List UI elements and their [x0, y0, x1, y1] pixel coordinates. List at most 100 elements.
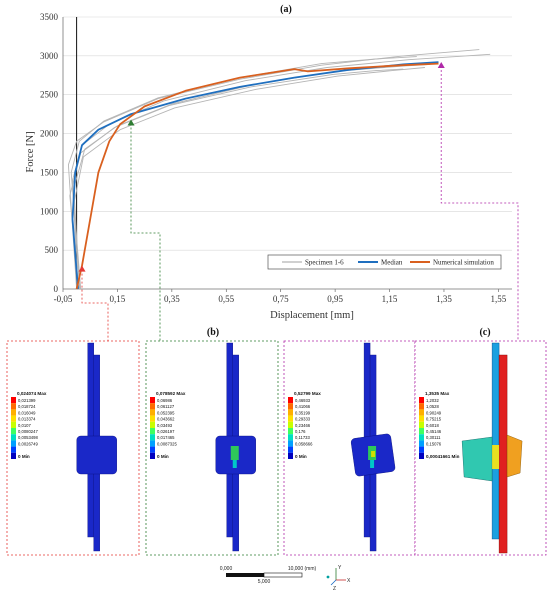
legend-value: 0,013374	[18, 417, 36, 422]
triad-z: Z	[333, 586, 336, 592]
legend-swatch	[419, 452, 424, 459]
legend-value: 0,0087325	[157, 441, 177, 446]
legend-value: 0,026197	[157, 429, 175, 434]
legend-value: 0,058666	[295, 441, 313, 446]
legend-swatch	[11, 446, 16, 453]
legend-value: 0,29333	[295, 417, 311, 422]
rivet-left	[461, 436, 493, 482]
chart-grid	[63, 16, 512, 290]
legend-value: 0,45146	[426, 429, 442, 434]
legend-swatch	[419, 440, 424, 447]
legend-label-simulation: Numerical simulation	[433, 259, 494, 267]
y-tick-label: 2000	[40, 129, 59, 139]
legend-swatch	[288, 446, 293, 453]
chart-series	[67, 49, 491, 290]
y-tick-label: 2500	[40, 90, 59, 100]
legend-value: 1,0528	[426, 404, 439, 409]
legend-value: 0,15076	[426, 441, 442, 446]
legend-value: 0,018724	[18, 404, 36, 409]
fem-panel-2: 0,52799 Max0,469330,410660,351990,293330…	[283, 340, 416, 556]
legend-swatch	[419, 397, 424, 404]
legend-swatch	[288, 397, 293, 404]
sheet-lower	[498, 354, 508, 554]
legend-swatch	[419, 403, 424, 410]
x-tick-label: 1,15	[382, 294, 398, 304]
stress-zone	[230, 446, 239, 460]
legend-swatch	[419, 409, 424, 416]
series-line-7	[75, 62, 439, 290]
chart-markers	[78, 61, 445, 272]
legend-label-specimen: Specimen 1-6	[305, 259, 344, 267]
stress-zone	[492, 445, 500, 469]
series-line-0	[67, 49, 480, 290]
panel-border	[145, 340, 279, 556]
legend-swatch	[419, 434, 424, 441]
y-tick-label: 1500	[40, 167, 59, 177]
legend-value: 0,176	[295, 429, 306, 434]
stress-zone	[232, 460, 237, 468]
legend-value: 0,90249	[426, 410, 442, 415]
legend-swatch	[11, 403, 16, 410]
legend-value: 0,017465	[157, 435, 175, 440]
x-tick-label: 0,55	[218, 294, 234, 304]
sub-label-b: (b)	[207, 327, 219, 338]
connector-1	[130, 127, 161, 341]
legend-value: 0,0107	[18, 423, 31, 428]
legend-value: 0,0080247	[18, 429, 38, 434]
legend-swatch	[288, 403, 293, 410]
legend-max-label: 1,3535 Max	[425, 391, 450, 396]
legend-min-label: 0 Min	[157, 454, 169, 459]
scale-mid-label: 5,000	[258, 579, 271, 585]
legend-swatch	[150, 446, 155, 453]
x-tick-label: 0,75	[273, 294, 289, 304]
legend-swatch	[11, 397, 16, 404]
triad-x: X	[347, 578, 351, 584]
axis-triad: Y X Z	[326, 565, 351, 592]
legend-swatch	[11, 434, 16, 441]
legend-value: 0,043662	[157, 417, 175, 422]
legend-swatch	[11, 452, 16, 459]
legend-value: 0,052395	[157, 410, 175, 415]
chart-axes: 0 500 1000 1500 2000 2500 3000 3500 -0,05 0,15 0,3…	[40, 12, 512, 304]
series-line-2	[73, 63, 431, 290]
legend-value: 0,75215	[426, 417, 442, 422]
legend-value: 0,021399	[18, 398, 36, 403]
legend-max-label: 0,52799 Max	[294, 391, 321, 396]
legend-swatch	[419, 446, 424, 453]
series-line-1	[72, 53, 491, 290]
marker-2	[437, 61, 445, 68]
legend-value: 1,2032	[426, 398, 439, 403]
stress-peak	[371, 451, 376, 457]
legend-value: 0,6018	[426, 423, 439, 428]
legend-value: 0,061127	[157, 404, 175, 409]
y-tick-label: 3000	[40, 51, 59, 61]
legend-label-median: Median	[381, 259, 403, 267]
sheet-upper	[491, 342, 500, 540]
series-line-3	[70, 56, 417, 290]
series-line-5	[73, 67, 425, 290]
legend-value: 0,03493	[157, 423, 173, 428]
legend-swatch	[150, 415, 155, 422]
legend-max-label: 0,024074 Max	[17, 391, 47, 396]
x-tick-label: 0,15	[110, 294, 126, 304]
legend-swatch	[150, 403, 155, 410]
legend-value: 0,06986	[157, 398, 173, 403]
series-line-6	[71, 61, 439, 290]
x-tick-label: 0,95	[327, 294, 343, 304]
legend-swatch	[150, 434, 155, 441]
sub-label-c: (c)	[479, 327, 490, 338]
chart-legend: Specimen 1-6 Median Numerical simulation	[267, 254, 502, 270]
legend-value: 0,0026749	[18, 441, 38, 446]
legend-value: 0,35199	[295, 410, 311, 415]
y-tick-label: 3500	[40, 12, 59, 22]
legend-value: 0,23466	[295, 423, 311, 428]
legend-swatch	[150, 421, 155, 428]
legend-swatch	[288, 452, 293, 459]
series-line-4	[69, 68, 404, 290]
legend-swatch	[288, 434, 293, 441]
legend-swatch	[11, 428, 16, 435]
legend-value: 0,0053498	[18, 435, 38, 440]
